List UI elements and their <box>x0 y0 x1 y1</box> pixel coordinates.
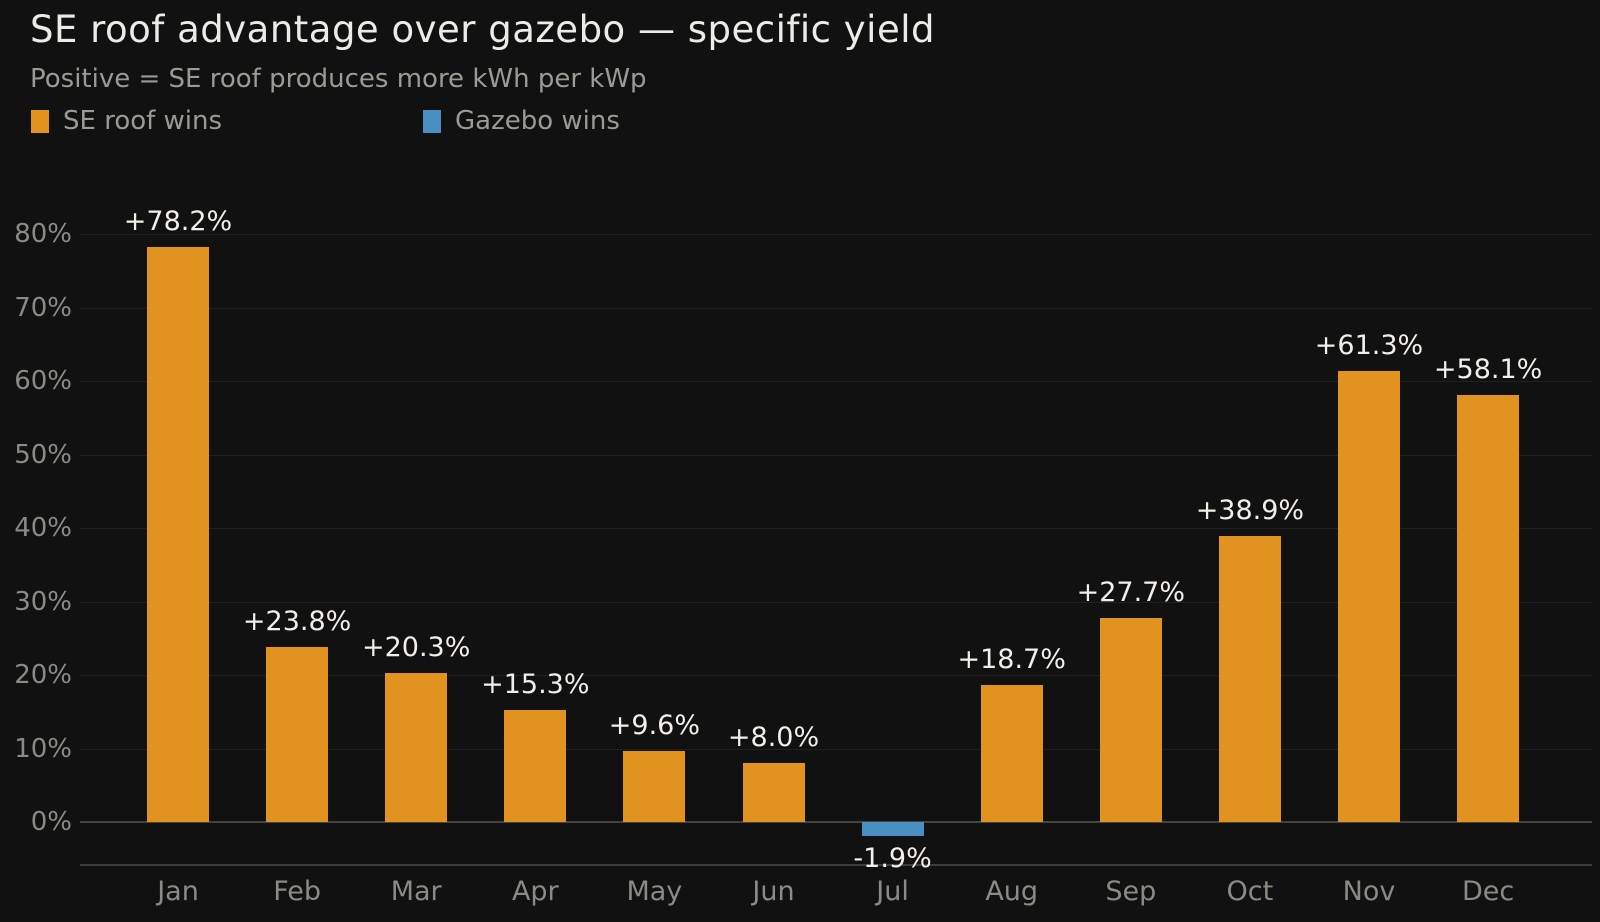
x-tick-label-feb: Feb <box>273 876 321 907</box>
bar-nov <box>1338 371 1400 822</box>
x-tick-label-nov: Nov <box>1342 876 1396 907</box>
value-label-may: +9.6% <box>608 710 700 742</box>
x-tick-label-dec: Dec <box>1461 876 1515 907</box>
gazebo-wins-swatch-icon <box>423 109 441 133</box>
value-label-nov: +61.3% <box>1314 330 1424 362</box>
y-tick-label-80: 80% <box>14 219 72 249</box>
bar-may <box>623 751 686 822</box>
legend-item-gazebo-wins: Gazebo wins <box>423 103 620 139</box>
legend-label-gazebo-wins: Gazebo wins <box>455 106 620 136</box>
y-tick-label-10: 10% <box>14 733 72 764</box>
bar-jan <box>147 247 209 822</box>
bar-oct <box>1218 536 1281 822</box>
y-tick-label-70: 70% <box>14 292 72 323</box>
x-tick-label-mar: Mar <box>390 876 442 907</box>
bar-jun <box>742 763 805 822</box>
zero-gridline <box>80 821 1592 823</box>
legend: SE roof wins Gazebo wins <box>0 103 1600 139</box>
value-label-dec: +58.1% <box>1433 353 1543 385</box>
x-axis-spine <box>80 864 1592 866</box>
x-tick-label-may: May <box>626 876 683 907</box>
value-label-apr: +15.3% <box>481 668 590 700</box>
bar-feb <box>266 647 329 822</box>
gridline-20 <box>80 675 1592 676</box>
y-tick-label-0: 0% <box>30 807 72 837</box>
bar-aug <box>980 684 1043 822</box>
gridline-30 <box>80 601 1592 603</box>
x-tick-label-jul: Jul <box>876 876 909 907</box>
gridline-50 <box>80 454 1592 456</box>
value-label-jan: +78.2% <box>123 206 233 238</box>
bar-mar <box>385 672 448 822</box>
value-label-aug: +18.7% <box>957 643 1066 675</box>
chart-title: SE roof advantage over gazebo — specific… <box>30 8 935 51</box>
se-roof-wins-swatch-icon <box>31 109 49 133</box>
value-label-jul: -1.9% <box>853 842 932 874</box>
bar-apr <box>504 709 567 822</box>
bar-dec <box>1457 394 1520 822</box>
legend-item-se-roof-wins: SE roof wins <box>31 103 222 139</box>
gridline-60 <box>80 381 1592 382</box>
bar-jul <box>861 822 924 836</box>
x-tick-label-apr: Apr <box>511 876 559 907</box>
gridline-10 <box>80 748 1592 750</box>
x-tick-label-jan: Jan <box>157 876 199 907</box>
y-tick-label-60: 60% <box>14 366 72 396</box>
y-tick-label-40: 40% <box>14 513 72 543</box>
value-label-feb: +23.8% <box>242 606 352 638</box>
gridline-70 <box>80 307 1592 309</box>
legend-label-se-roof-wins: SE roof wins <box>63 106 223 136</box>
value-label-oct: +38.9% <box>1195 495 1305 527</box>
chart-subtitle: Positive = SE roof produces more kWh per… <box>30 64 647 94</box>
value-label-mar: +20.3% <box>361 631 471 663</box>
y-tick-label-50: 50% <box>14 439 72 470</box>
bar-sep <box>1099 618 1162 822</box>
y-tick-label-30: 30% <box>14 586 72 617</box>
x-tick-label-sep: Sep <box>1105 876 1157 907</box>
x-tick-label-jun: Jun <box>752 876 795 907</box>
gridline-40 <box>80 528 1592 529</box>
value-label-jun: +8.0% <box>727 722 820 754</box>
y-tick-label-20: 20% <box>14 660 72 690</box>
value-label-sep: +27.7% <box>1076 577 1185 609</box>
x-tick-label-oct: Oct <box>1226 876 1274 907</box>
x-tick-label-aug: Aug <box>985 876 1039 907</box>
gridline-80 <box>80 234 1592 235</box>
